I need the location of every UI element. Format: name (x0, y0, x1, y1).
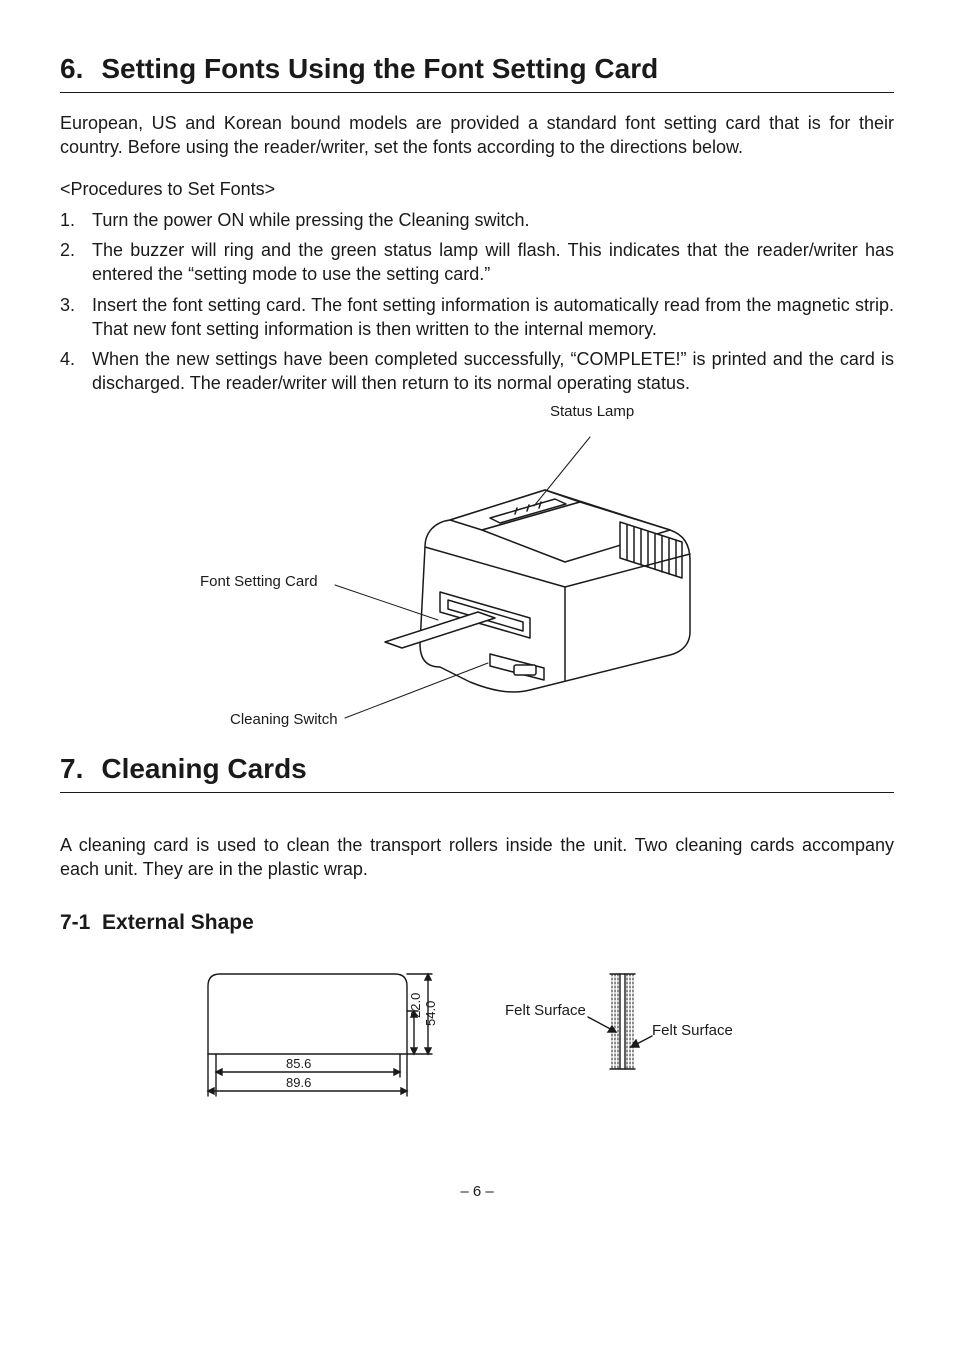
step-number: 1. (60, 208, 92, 232)
section-7-heading: 7. Cleaning Cards (60, 750, 894, 793)
label-status-lamp: Status Lamp (550, 402, 634, 422)
cleaning-card-svg (60, 954, 760, 1144)
figure-cleaning-card: 22.0 54.0 85.6 89.6 Felt Surface Felt Su… (60, 954, 894, 1154)
step-text: Insert the font setting card. The font s… (92, 293, 894, 342)
step-number: 2. (60, 238, 92, 287)
list-item: 1. Turn the power ON while pressing the … (60, 208, 894, 232)
section-7-1-heading: 7-1 External Shape (60, 909, 894, 937)
printer-illustration (330, 422, 750, 742)
section-6-heading: 6. Setting Fonts Using the Font Setting … (60, 50, 894, 93)
step-text: Turn the power ON while pressing the Cle… (92, 208, 894, 232)
label-felt-right: Felt Surface (652, 1021, 733, 1041)
procedures-heading: <Procedures to Set Fonts> (60, 177, 894, 201)
section-6-number: 6. (60, 50, 83, 88)
section-7-1-number: 7-1 (60, 911, 90, 934)
label-cleaning-switch: Cleaning Switch (230, 710, 338, 730)
section-7-1-title: External Shape (102, 911, 254, 934)
section-7-number: 7. (60, 750, 83, 788)
figure-printer: Status Lamp Font Setting Card Cleaning S… (60, 402, 894, 742)
dim-896: 89.6 (286, 1074, 311, 1092)
section-6-title: Setting Fonts Using the Font Setting Car… (101, 50, 658, 88)
step-text: The buzzer will ring and the green statu… (92, 238, 894, 287)
list-item: 2. The buzzer will ring and the green st… (60, 238, 894, 287)
section-7-title: Cleaning Cards (101, 750, 306, 788)
dim-54: 54.0 (422, 1000, 440, 1025)
step-text: When the new settings have been complete… (92, 347, 894, 396)
page-number: – 6 – (60, 1182, 894, 1202)
list-item: 4. When the new settings have been compl… (60, 347, 894, 396)
dim-856: 85.6 (286, 1055, 311, 1073)
procedures-list: 1. Turn the power ON while pressing the … (60, 208, 894, 396)
list-item: 3. Insert the font setting card. The fon… (60, 293, 894, 342)
section-7-intro: A cleaning card is used to clean the tra… (60, 833, 894, 882)
section-6-intro: European, US and Korean bound models are… (60, 111, 894, 160)
step-number: 4. (60, 347, 92, 396)
step-number: 3. (60, 293, 92, 342)
label-felt-left: Felt Surface (505, 1001, 586, 1021)
label-font-setting-card: Font Setting Card (200, 572, 318, 592)
